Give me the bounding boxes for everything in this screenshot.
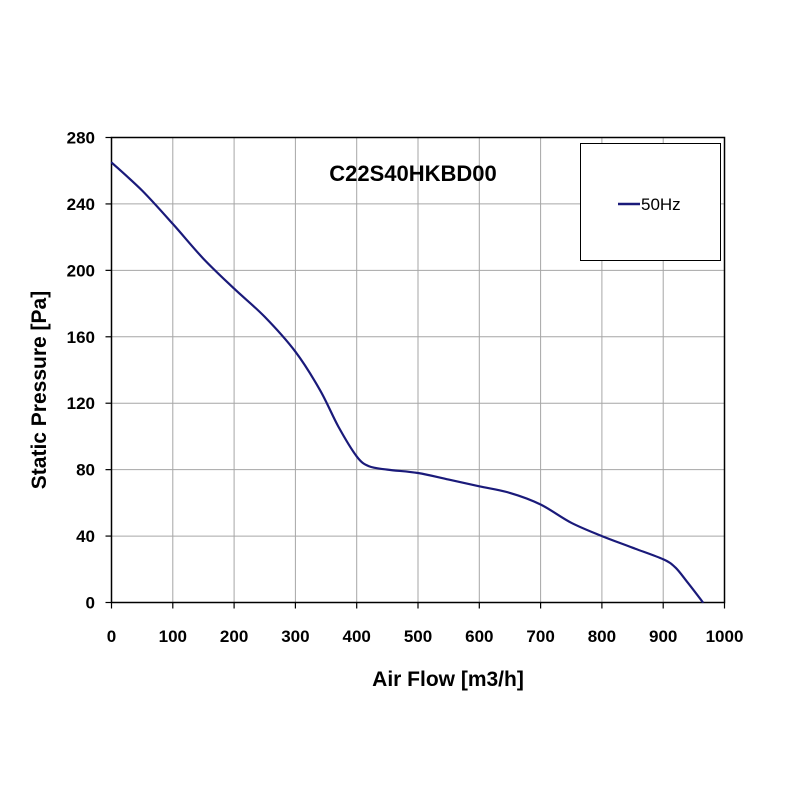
legend-box [580,143,721,261]
x-tick-label: 600 [465,627,493,646]
legend-label: 50Hz [641,195,681,214]
y-tick-label: 120 [67,394,95,413]
data-point [172,223,174,225]
data-point [319,389,321,391]
data-point [294,351,296,353]
y-axis-title: Static Pressure [Pa] [28,291,51,489]
x-tick-label: 1000 [706,627,744,646]
x-tick-label: 400 [343,627,371,646]
data-point [356,455,358,457]
axis-ticks: 0 100 200 300 400 500 600 700 800 900 1000 0 40 80 120… [67,129,744,647]
data-point [702,601,704,604]
data-point [662,558,664,560]
data-point [337,425,339,428]
y-tick-label: 160 [67,328,95,347]
data-point [368,465,370,467]
data-point [202,258,205,260]
x-tick-label: 700 [526,627,554,646]
data-point [417,472,419,474]
x-axis-title: Air Flow [m3/h] [372,668,524,691]
y-tick-label: 40 [76,527,95,546]
y-tick-label: 240 [67,195,95,214]
data-point [509,492,511,494]
data-point [386,469,388,471]
series-group [110,161,704,604]
data-point [233,288,235,290]
data-point [110,161,113,164]
x-tick-label: 100 [159,627,187,646]
series-line-50hz [110,161,704,604]
data-point [687,581,689,584]
x-tick-label: 300 [281,627,309,646]
y-tick-label: 80 [76,461,95,480]
data-point [264,316,266,318]
chart-title: C22S40HKBD00 [329,161,497,186]
data-point [478,485,480,487]
y-tick-label: 280 [67,129,95,148]
data-point [674,567,677,569]
data-point [540,503,542,506]
x-tick-label: 800 [588,627,616,646]
data-point [448,479,450,481]
data-point [601,535,603,537]
x-tick-label: 0 [107,627,116,646]
data-point [631,547,634,549]
y-tick-label: 200 [67,261,95,280]
y-tick-label: 0 [86,594,95,613]
data-point [570,522,572,524]
x-tick-label: 200 [220,627,248,646]
legend: 50Hz [580,143,721,261]
x-tick-label: 500 [404,627,432,646]
data-point [141,190,143,192]
x-tick-label: 900 [649,627,677,646]
